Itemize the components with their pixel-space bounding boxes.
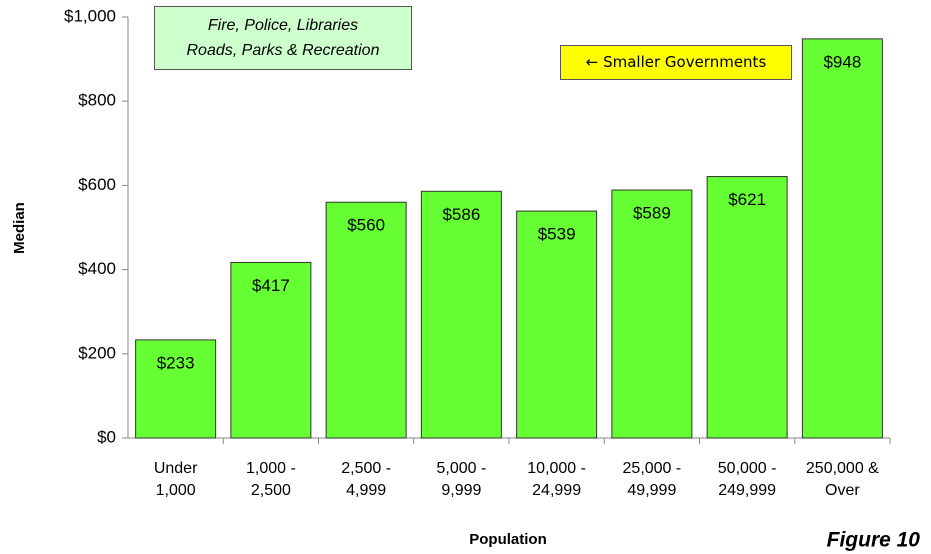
bar xyxy=(325,201,407,439)
services-line: Fire, Police, Libraries xyxy=(207,17,359,34)
y-axis-label: Median xyxy=(11,202,28,254)
x-tick-label: 50,000 - 249,999 xyxy=(717,460,777,499)
x-tick-label: Under 1,000 xyxy=(153,460,198,499)
bar xyxy=(135,339,217,439)
y-tick-label: $600 xyxy=(78,175,116,194)
value-label: $560 xyxy=(347,216,385,235)
bar xyxy=(611,189,693,439)
x-tick-label: 25,000 - 49,999 xyxy=(622,460,682,499)
x-tick-label: 1,000 - 2,500 xyxy=(245,460,296,499)
value-label: $539 xyxy=(538,225,576,244)
x-tick-label: 2,500 - 4,999 xyxy=(341,460,392,499)
x-tick-label: 5,000 - 9,999 xyxy=(436,460,487,499)
bar xyxy=(420,190,502,439)
bar xyxy=(706,176,788,439)
figure-label: Figure 10 xyxy=(827,529,921,552)
bar xyxy=(801,38,883,439)
y-tick-label: $400 xyxy=(78,259,116,278)
y-tick-label: $1,000 xyxy=(64,6,116,25)
y-tick-label: $800 xyxy=(78,91,116,110)
bar xyxy=(516,210,598,439)
bar xyxy=(230,261,312,439)
x-tick-label: 10,000 - 24,999 xyxy=(527,460,586,499)
value-label: $417 xyxy=(252,276,290,295)
services-box: Fire, Police, Libraries Roads, Parks & R… xyxy=(154,6,412,70)
services-line: Roads, Parks & Recreation xyxy=(186,42,380,59)
y-tick-label: $0 xyxy=(97,427,116,446)
value-label: $589 xyxy=(633,204,671,223)
x-axis-label: Population xyxy=(469,531,547,548)
value-label: $233 xyxy=(157,353,195,372)
value-label: $621 xyxy=(728,190,766,209)
x-tick-label: 250,000 & Over xyxy=(805,460,879,499)
value-label: $586 xyxy=(442,205,480,224)
y-tick-label: $200 xyxy=(78,343,116,362)
note-box: ← Smaller Governments xyxy=(560,45,792,80)
value-label: $948 xyxy=(823,52,861,71)
